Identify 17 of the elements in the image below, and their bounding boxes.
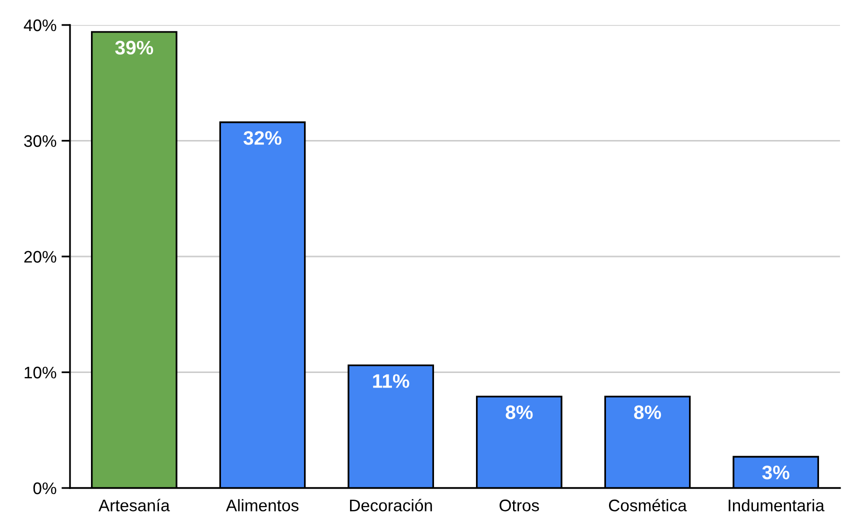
x-tick-label: Artesanía (98, 498, 170, 512)
y-tick-label: 20% (24, 250, 56, 263)
data-label: 8% (634, 405, 662, 420)
y-tick-label: 30% (24, 135, 56, 147)
y-tick-label: 0% (33, 482, 56, 494)
data-label: 8% (506, 405, 533, 420)
data-label: 3% (762, 466, 790, 480)
y-tick-label: 10% (24, 366, 56, 378)
y-tick-label: 40% (24, 19, 56, 32)
x-tick-label: Decoración (350, 498, 432, 512)
x-tick-label: Alimentos (226, 499, 298, 512)
data-label: 39% (115, 40, 154, 55)
x-tick-label: Indumentaria (728, 499, 824, 512)
x-tick-label: Cosmética (608, 498, 687, 512)
data-label: 11% (373, 374, 410, 388)
x-tick-label: Otros (500, 500, 539, 512)
data-label: 32% (243, 131, 282, 145)
